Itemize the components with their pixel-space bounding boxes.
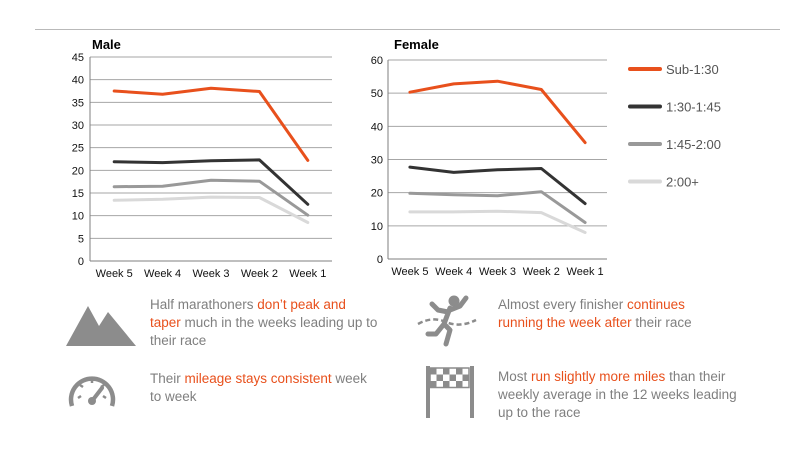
- note-mileage: Their mileage stays consistent week to w…: [150, 370, 380, 406]
- note-text: week to week: [150, 371, 367, 404]
- note-highlight: don’t peak and taper: [150, 297, 346, 330]
- y-tick-label: 50: [371, 88, 383, 100]
- flag-check-square: [456, 368, 463, 375]
- series-line-1:45-2:00: [112, 178, 310, 217]
- y-tick-label: 10: [72, 211, 84, 223]
- legend-label: 2:00+: [666, 175, 699, 190]
- flag-check-square: [430, 381, 437, 388]
- note-more-miles: Most run slightly more miles than their …: [498, 368, 738, 422]
- note-text: their race: [631, 315, 692, 330]
- checkered-flag-icon: [426, 366, 474, 418]
- x-tick-label: Week 1: [567, 266, 604, 278]
- x-tick-label: Week 3: [192, 268, 229, 280]
- y-tick-label: 20: [72, 165, 84, 177]
- note-highlight: continues running the week after: [498, 297, 685, 330]
- note-highlight: mileage stays consistent: [184, 371, 332, 386]
- chart-female: Female 0 10 20 30 40 50 60 Week 5 Week 4 Week 3 Wee…: [371, 37, 607, 278]
- chart-title: Male: [92, 37, 121, 52]
- note-text: Most: [498, 369, 532, 384]
- flag-border: [429, 367, 470, 389]
- flag-check-square: [430, 368, 437, 375]
- x-tick-label: Week 3: [479, 266, 516, 278]
- note-peak-taper: Half marathoners don’t peak and taper mu…: [150, 296, 380, 350]
- chart-male: Male 0 5 10 15 20 25 30 35 40 45 Week 5 Week 4 Week 3…: [72, 37, 332, 280]
- x-tick-label: Week 5: [391, 266, 428, 278]
- y-tick-label: 40: [371, 121, 383, 133]
- series-line-1:45-2:00: [408, 190, 587, 224]
- series-line-Sub-1:30: [112, 86, 310, 162]
- y-tick-label: 30: [371, 155, 383, 167]
- x-tick-label: Week 2: [241, 268, 278, 280]
- y-tick-label: 30: [72, 120, 84, 132]
- legend-label: Sub-1:30: [666, 62, 719, 77]
- legend: Sub-1:30 1:30-1:45 1:45-2:00 2:00+: [628, 62, 721, 190]
- mountains-icon: [66, 306, 136, 346]
- flag-check-square: [456, 381, 463, 388]
- chart-title: Female: [394, 37, 439, 52]
- note-text: Their: [150, 371, 185, 386]
- y-tick-label: 0: [377, 254, 383, 266]
- runner-finish-icon: [417, 295, 477, 347]
- legend-label: 1:30-1:45: [666, 100, 721, 115]
- x-tick-label: Week 4: [435, 266, 472, 278]
- x-tick-label: Week 5: [96, 268, 133, 280]
- y-tick-label: 5: [78, 233, 84, 245]
- series-line-2:00+: [408, 209, 587, 234]
- note-text: Half marathoners: [150, 297, 258, 312]
- flag-check-square: [436, 374, 443, 381]
- top-divider: [35, 29, 780, 30]
- series-line-Sub-1:30: [408, 79, 587, 145]
- series-line-1:30-1:45: [112, 158, 310, 206]
- speedometer-icon: [68, 376, 116, 407]
- note-continues-running: Almost every finisher continues running …: [498, 296, 728, 332]
- note-highlight: run slightly more miles: [531, 369, 666, 384]
- flag-check-square: [449, 374, 456, 381]
- flag-check-square: [462, 374, 469, 381]
- y-tick-label: 60: [371, 55, 383, 67]
- y-tick-label: 35: [72, 97, 84, 109]
- flag-check-square: [443, 381, 450, 388]
- series-line-1:30-1:45: [408, 165, 587, 206]
- x-tick-label: Week 1: [289, 268, 326, 280]
- note-text: much in the weeks leading up to their ra…: [150, 315, 378, 348]
- y-tick-label: 15: [72, 188, 84, 200]
- y-tick-label: 45: [72, 52, 84, 64]
- y-tick-label: 0: [78, 256, 84, 268]
- y-tick-label: 10: [371, 221, 383, 233]
- x-tick-label: Week 2: [523, 266, 560, 278]
- y-tick-label: 20: [371, 188, 383, 200]
- series-line-2:00+: [112, 195, 310, 224]
- x-tick-label: Week 4: [144, 268, 181, 280]
- y-tick-label: 25: [72, 143, 84, 155]
- y-tick-label: 40: [72, 75, 84, 87]
- note-text: Almost every finisher: [498, 297, 628, 312]
- flag-check-square: [443, 368, 450, 375]
- note-text: than their weekly average in the 12 week…: [498, 369, 737, 420]
- legend-label: 1:45-2:00: [666, 137, 721, 152]
